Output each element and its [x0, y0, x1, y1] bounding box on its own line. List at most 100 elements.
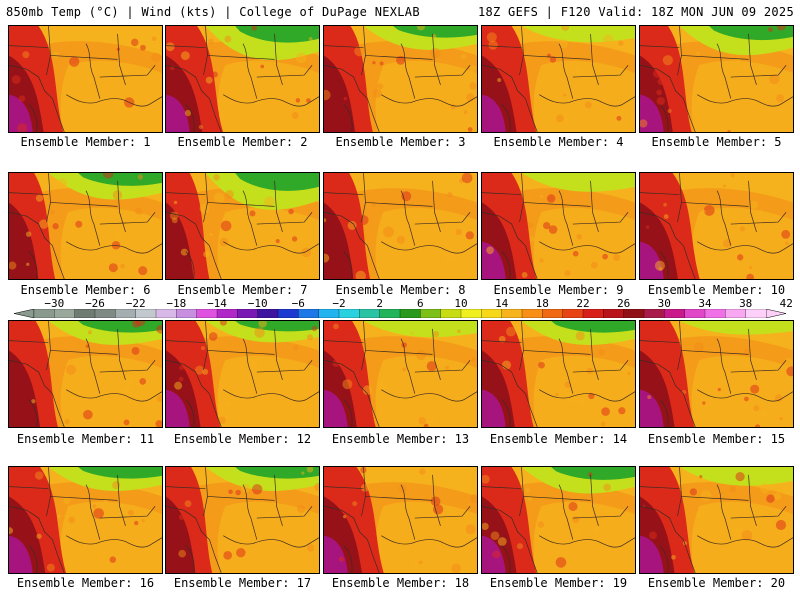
border-us-mexico [324, 211, 380, 279]
border-us-mexico [166, 64, 222, 132]
field-noise [134, 520, 139, 526]
field-noise [46, 563, 55, 572]
field-noise [461, 54, 467, 59]
field-noise [355, 270, 366, 279]
field-noise [251, 26, 258, 31]
field-noise [640, 119, 648, 128]
field-noise [131, 321, 141, 328]
colorbar-segment [603, 309, 625, 318]
field-noise [784, 358, 793, 368]
field-extreme [166, 389, 190, 427]
field-noise [588, 472, 593, 477]
border-state-4 [9, 45, 118, 60]
field-noise [63, 497, 71, 505]
border-state-4 [640, 486, 749, 501]
border-gulf-coast [697, 241, 793, 254]
colorbar-tick-label: 42 [779, 297, 793, 310]
border-gulf-coast [223, 535, 319, 548]
border-state-5 [414, 212, 471, 225]
field-noise [228, 489, 233, 494]
border-state-4 [324, 340, 433, 355]
border-state-3 [117, 474, 126, 526]
field-noise [465, 524, 476, 535]
field-noise [220, 97, 226, 103]
field-noise [748, 564, 753, 569]
colorbar-tick-label: 34 [698, 297, 712, 310]
border-state-4 [9, 340, 118, 355]
ensemble-map-panel [323, 466, 478, 574]
ensemble-member-label: Ensemble Member: 12 [173, 432, 312, 446]
border-state-4 [166, 486, 275, 501]
border-state-4 [482, 192, 591, 207]
temperature-map [640, 26, 793, 132]
border-gulf-coast [223, 94, 319, 107]
ensemble-map-panel [481, 466, 636, 574]
field-noise [295, 98, 301, 103]
ensemble-member-label: Ensemble Member: 19 [489, 576, 628, 590]
field-noise [220, 220, 232, 232]
border-state-3 [432, 33, 441, 85]
field-noise [209, 232, 213, 237]
field-gulf-warm [533, 207, 635, 279]
ensemble-map-panel [165, 466, 320, 574]
colorbar-tick-label: 30 [657, 297, 671, 310]
field-noise [184, 500, 192, 508]
field-noise [140, 44, 146, 51]
colorbar-low-arrow [14, 309, 35, 318]
field-noise [717, 387, 721, 392]
border-gulf-coast [66, 535, 162, 548]
border-us-mexico [9, 505, 65, 573]
map-title: 850mb Temp (°C) | Wind (kts) | College o… [6, 5, 420, 19]
field-noise [338, 556, 345, 562]
field-extreme [324, 389, 348, 427]
field-noise [118, 26, 130, 32]
temperature-map [640, 467, 793, 573]
ensemble-map-panel [639, 320, 794, 428]
border-state-5 [99, 65, 156, 78]
border-state-5 [572, 212, 629, 225]
field-noise [383, 226, 394, 238]
field-gulf-warm [217, 501, 319, 573]
field-noise [593, 212, 599, 219]
border-us-mexico [482, 211, 538, 279]
field-noise [492, 550, 501, 559]
field-noise [156, 395, 162, 403]
colorbar-segment [684, 309, 706, 318]
border-state-3 [748, 33, 757, 85]
field-noise [324, 89, 331, 101]
field-gulf-warm [217, 355, 319, 427]
border-state-1 [46, 26, 51, 76]
border-gulf-coast [697, 94, 793, 107]
field-noise [645, 225, 650, 229]
field-cool [235, 26, 319, 43]
border-state-2 [242, 484, 258, 540]
field-noise [662, 47, 671, 56]
border-state-2 [716, 43, 732, 99]
ensemble-member-label: Ensemble Member: 7 [177, 283, 308, 297]
border-gulf-coast [539, 241, 635, 254]
field-noise [288, 208, 294, 215]
field-noise [498, 335, 506, 343]
border-us-mexico [9, 359, 65, 427]
field-gulf-warm [533, 501, 635, 573]
colorbar-segment [338, 309, 360, 318]
field-gulf-warm [60, 207, 162, 279]
field-noise [211, 71, 218, 78]
ensemble-map-panel [481, 25, 636, 133]
field-noise [87, 330, 93, 335]
field-noise [665, 324, 674, 333]
border-state-3 [748, 474, 757, 526]
border-state-2 [716, 190, 732, 246]
border-gulf-coast [66, 389, 162, 402]
field-noise [663, 214, 669, 219]
model-valid-time: 18Z GEFS | F120 Valid: 18Z MON JUN 09 20… [477, 5, 794, 19]
field-noise [681, 389, 687, 395]
field-noise [730, 173, 735, 178]
field-noise [451, 563, 462, 573]
border-state-3 [117, 180, 126, 232]
border-us-mexico [9, 64, 65, 132]
field-noise [205, 76, 213, 84]
field-very-hot [324, 202, 354, 279]
field-noise [213, 192, 225, 204]
field-noise [603, 34, 614, 45]
